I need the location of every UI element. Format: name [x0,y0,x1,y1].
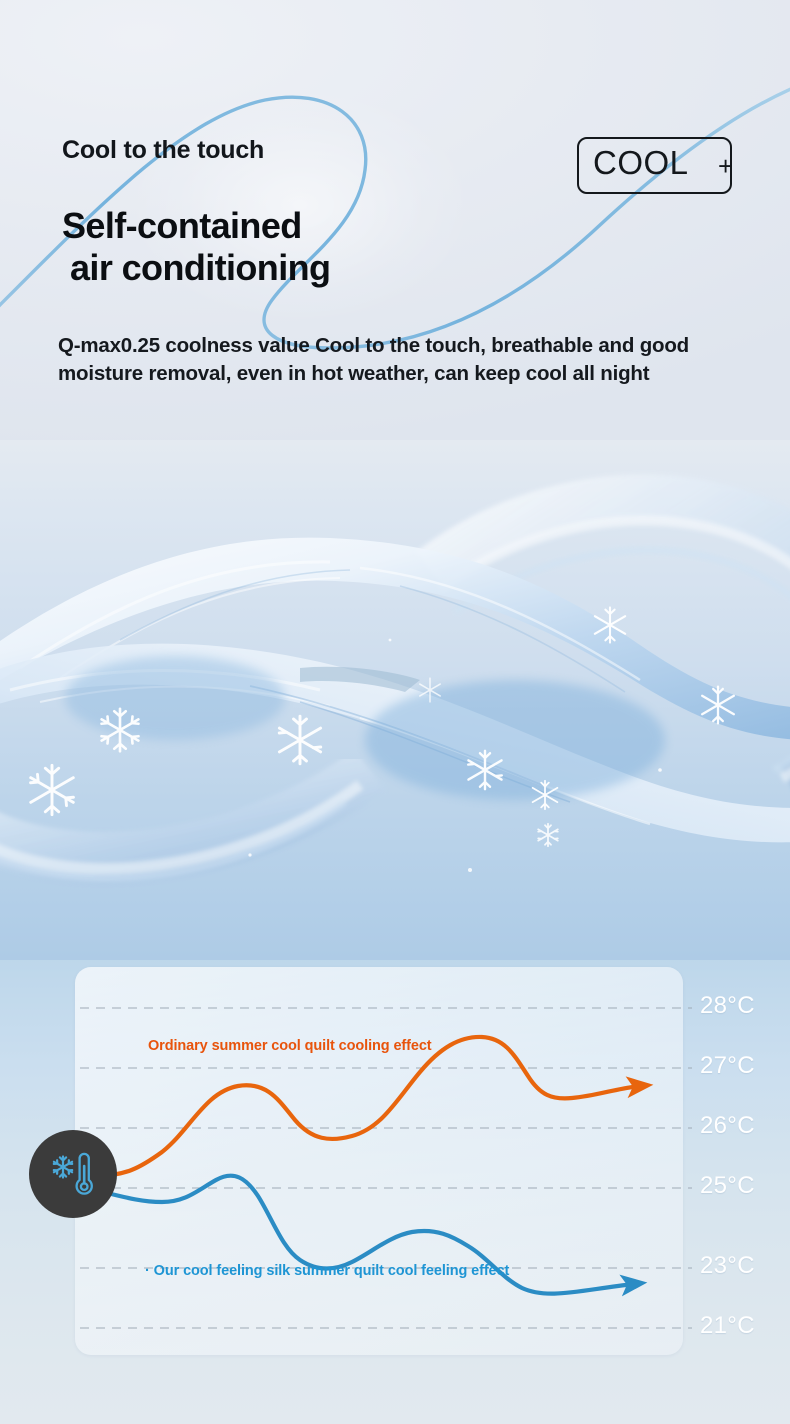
y-tick-26: 26°C [700,1112,755,1139]
badge-label: COOL [593,144,689,181]
decorative-blue-curve [0,85,790,350]
hero-description: Q-max0.25 coolness value Cool to the tou… [58,334,689,385]
cool-plus-badge: COOL + [577,137,734,194]
temperature-comparison-chart: 28°C 27°C 26°C 25°C 23°C 21°C Ordinary s… [0,940,790,1380]
thermometer-snowflake-badge [29,1130,117,1218]
hero-kicker: Cool to the touch [62,136,265,164]
badge-plus-sign: + [718,151,734,181]
chart-gridlines [80,1007,692,1329]
y-tick-23: 23°C [700,1252,755,1279]
series-line-ordinary [92,1034,654,1179]
headline-line-2: air conditioning [70,247,331,288]
chart-y-axis-labels: 28°C 27°C 26°C 25°C 23°C 21°C [0,940,790,1380]
thermometer-snowflake-icon [52,1152,93,1195]
frosted-fabric-image [0,440,790,960]
ice-ribbon-illustration [0,474,790,884]
y-tick-25: 25°C [700,1172,755,1199]
page-title: Self-contained air conditioning [62,205,331,289]
y-tick-27: 27°C [700,1052,755,1079]
chart-series-lines [92,1034,654,1297]
badge-outline [577,137,732,194]
series-line-ours [92,1173,648,1297]
hero-section: Cool to the touch Self-contained air con… [0,0,790,460]
legend-ordinary-quilt: Ordinary summer cool quilt cooling effec… [148,1038,432,1054]
headline-line-1: Self-contained [62,205,302,246]
legend-our-quilt: · Our cool feeling silk summer quilt coo… [145,1263,510,1279]
y-tick-21: 21°C [700,1312,755,1339]
y-tick-28: 28°C [700,992,755,1019]
